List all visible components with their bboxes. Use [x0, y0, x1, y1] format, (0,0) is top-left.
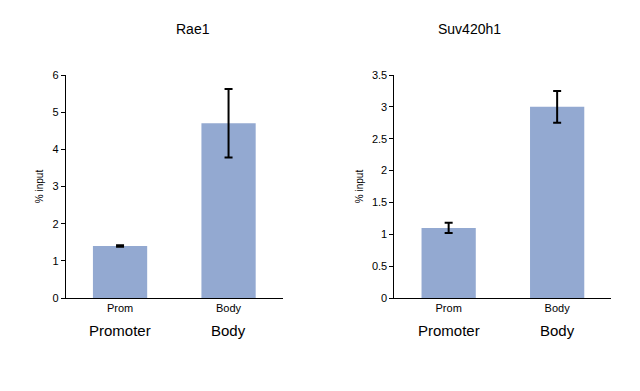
- svg-text:Body: Body: [216, 302, 242, 314]
- svg-text:3: 3: [52, 180, 58, 192]
- svg-text:Body: Body: [211, 322, 246, 339]
- svg-text:Body: Body: [545, 302, 571, 314]
- svg-text:3.5: 3.5: [372, 69, 387, 81]
- svg-text:Prom: Prom: [436, 302, 462, 314]
- svg-text:Prom: Prom: [107, 302, 133, 314]
- svg-text:2: 2: [381, 164, 387, 176]
- svg-text:0: 0: [52, 292, 58, 304]
- svg-text:0.5: 0.5: [372, 260, 387, 272]
- svg-text:2.5: 2.5: [372, 133, 387, 145]
- svg-text:% input: % input: [354, 170, 365, 204]
- svg-text:1: 1: [52, 255, 58, 267]
- svg-text:Suv420h1: Suv420h1: [438, 21, 501, 37]
- svg-text:1: 1: [381, 228, 387, 240]
- svg-text:% input: % input: [34, 170, 45, 204]
- svg-text:Promoter: Promoter: [89, 322, 151, 339]
- svg-text:3: 3: [381, 101, 387, 113]
- svg-text:5: 5: [52, 106, 58, 118]
- svg-text:0: 0: [381, 292, 387, 304]
- svg-text:4: 4: [52, 143, 58, 155]
- svg-text:2: 2: [52, 218, 58, 230]
- svg-text:Rae1: Rae1: [176, 21, 210, 37]
- svg-text:Promoter: Promoter: [418, 322, 480, 339]
- svg-text:6: 6: [52, 69, 58, 81]
- svg-text:1.5: 1.5: [372, 196, 387, 208]
- svg-text:Body: Body: [540, 322, 575, 339]
